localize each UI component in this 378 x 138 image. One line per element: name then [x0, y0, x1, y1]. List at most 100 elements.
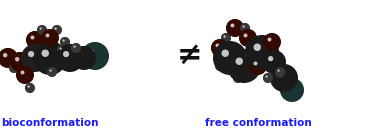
Circle shape — [79, 53, 85, 59]
Circle shape — [265, 75, 270, 80]
Circle shape — [268, 56, 276, 64]
Circle shape — [268, 38, 273, 43]
Circle shape — [11, 66, 14, 68]
Circle shape — [13, 55, 25, 67]
Circle shape — [229, 22, 240, 33]
Circle shape — [30, 53, 34, 57]
Circle shape — [38, 26, 45, 33]
Circle shape — [58, 46, 65, 53]
Circle shape — [241, 24, 249, 32]
Circle shape — [288, 86, 291, 89]
Circle shape — [234, 74, 242, 82]
Circle shape — [27, 50, 39, 62]
Circle shape — [215, 43, 245, 72]
Circle shape — [61, 49, 76, 64]
Circle shape — [276, 68, 283, 75]
Circle shape — [41, 46, 46, 51]
Circle shape — [50, 70, 53, 73]
Circle shape — [12, 66, 14, 68]
Circle shape — [26, 49, 40, 63]
Circle shape — [213, 41, 247, 75]
Circle shape — [265, 75, 269, 79]
Circle shape — [47, 67, 56, 76]
Circle shape — [66, 54, 68, 56]
Circle shape — [39, 27, 43, 31]
Circle shape — [37, 25, 47, 35]
Circle shape — [277, 70, 280, 72]
Circle shape — [60, 48, 62, 50]
Circle shape — [277, 69, 281, 73]
Circle shape — [39, 27, 43, 31]
Circle shape — [45, 34, 50, 37]
Circle shape — [277, 69, 282, 74]
Circle shape — [31, 54, 33, 56]
Circle shape — [268, 38, 271, 41]
Circle shape — [12, 54, 26, 68]
Circle shape — [41, 49, 53, 61]
Circle shape — [236, 76, 238, 78]
Circle shape — [234, 75, 240, 80]
Circle shape — [229, 22, 239, 32]
Circle shape — [55, 28, 56, 30]
Circle shape — [66, 54, 67, 55]
Circle shape — [243, 26, 245, 27]
Circle shape — [64, 52, 71, 59]
Circle shape — [53, 26, 60, 34]
Circle shape — [48, 68, 55, 75]
Circle shape — [57, 45, 83, 71]
Circle shape — [75, 49, 91, 65]
Circle shape — [267, 55, 277, 65]
Circle shape — [264, 52, 282, 70]
Circle shape — [54, 27, 59, 31]
Circle shape — [82, 43, 108, 69]
Circle shape — [257, 47, 259, 49]
Circle shape — [62, 39, 67, 44]
Circle shape — [266, 54, 279, 67]
Circle shape — [232, 54, 253, 75]
Circle shape — [11, 65, 15, 69]
Circle shape — [250, 58, 265, 73]
Circle shape — [214, 42, 224, 52]
Circle shape — [250, 58, 265, 73]
Circle shape — [289, 87, 290, 88]
Circle shape — [10, 64, 17, 71]
Circle shape — [57, 45, 82, 70]
Circle shape — [59, 47, 63, 51]
Circle shape — [73, 44, 79, 51]
Circle shape — [217, 63, 220, 66]
Circle shape — [60, 48, 78, 66]
Circle shape — [214, 42, 224, 52]
Circle shape — [235, 75, 240, 80]
Circle shape — [216, 62, 223, 69]
Circle shape — [265, 75, 269, 79]
Circle shape — [235, 75, 239, 79]
Circle shape — [285, 83, 296, 94]
Circle shape — [249, 58, 266, 74]
Circle shape — [11, 65, 16, 70]
Circle shape — [267, 37, 275, 45]
Circle shape — [63, 40, 65, 42]
Circle shape — [269, 39, 271, 41]
Circle shape — [266, 54, 279, 67]
Circle shape — [88, 49, 98, 59]
Circle shape — [1, 51, 13, 63]
Circle shape — [242, 50, 257, 65]
Circle shape — [60, 48, 63, 51]
Circle shape — [243, 51, 255, 63]
Circle shape — [42, 50, 52, 60]
Circle shape — [40, 45, 47, 52]
Circle shape — [48, 68, 56, 76]
Circle shape — [29, 52, 35, 58]
Circle shape — [60, 48, 62, 50]
Circle shape — [272, 66, 294, 88]
Circle shape — [214, 43, 223, 51]
Circle shape — [86, 47, 101, 62]
Circle shape — [282, 79, 302, 100]
Circle shape — [62, 40, 66, 43]
Circle shape — [37, 25, 47, 35]
Circle shape — [251, 41, 270, 60]
Circle shape — [251, 41, 269, 59]
Circle shape — [20, 70, 27, 77]
Circle shape — [241, 31, 254, 44]
Circle shape — [284, 82, 297, 95]
